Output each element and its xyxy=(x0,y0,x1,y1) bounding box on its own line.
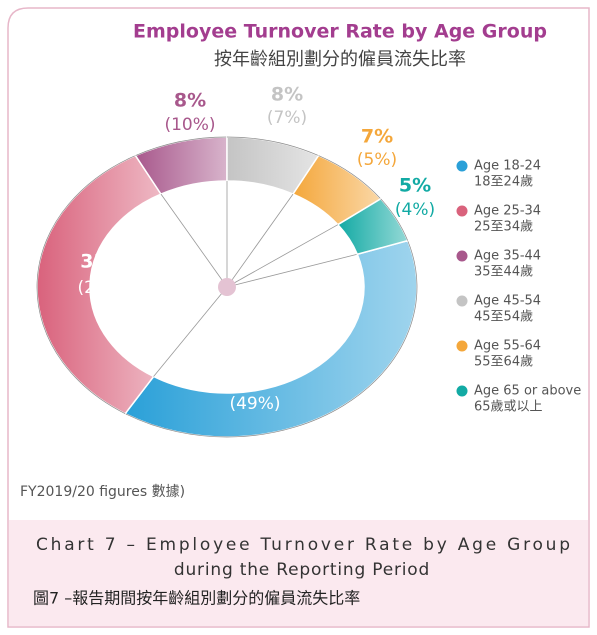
previous-label: (49%) xyxy=(229,394,280,414)
data-label: 5% xyxy=(399,175,431,197)
data-label: 8% xyxy=(174,90,206,112)
note: FY2019/20 figures 數據) xyxy=(20,484,185,500)
legend-label-zh: 55至64歲 xyxy=(474,355,533,370)
divider xyxy=(160,193,228,288)
caption-line: 圖7 –報告期間按年齡組別劃分的僱員流失比率 xyxy=(33,589,360,608)
slice-outline xyxy=(36,155,136,414)
legend-label: Age 55-64 xyxy=(474,339,541,354)
slice-outline xyxy=(318,155,381,200)
legend-marker xyxy=(456,340,468,352)
legend-marker xyxy=(456,250,468,262)
slice-outline xyxy=(380,198,409,241)
data-label: 8% xyxy=(271,84,303,106)
divider xyxy=(226,253,358,288)
previous-label: (4%) xyxy=(395,200,435,220)
frame xyxy=(7,7,590,628)
legend-label-zh: 18至24歲 xyxy=(474,175,533,190)
caption-box xyxy=(9,520,588,626)
legend-label: Age 18-24 xyxy=(474,159,541,174)
caption-line: during the Reporting Period xyxy=(174,560,430,580)
data-label: 39% xyxy=(232,367,277,389)
previous-label: (10%) xyxy=(164,115,215,135)
data-label: 33% xyxy=(80,251,125,273)
slice-outline xyxy=(135,136,228,156)
legend-label: Age 45-54 xyxy=(474,294,541,309)
legend-label-zh: 45至54歲 xyxy=(474,310,533,325)
previous-label: (5%) xyxy=(357,150,397,170)
center-dot xyxy=(218,278,236,296)
divider xyxy=(153,286,228,377)
legend-label: Age 65 or above xyxy=(474,384,581,399)
previous-label: (25%) xyxy=(77,278,128,298)
chart-title: Employee Turnover Rate by Age Group xyxy=(133,21,547,43)
legend-marker xyxy=(456,295,468,307)
slice-outline xyxy=(125,240,418,438)
chart-subtitle: 按年齡組別劃分的僱員流失比率 xyxy=(214,49,466,70)
legend-marker xyxy=(456,205,468,217)
legend-marker xyxy=(456,160,468,172)
caption-line: Chart 7 – Employee Turnover Rate by Age … xyxy=(36,535,570,555)
legend-label-zh: 25至34歲 xyxy=(474,220,533,235)
legend-label-zh: 35至44歲 xyxy=(474,265,533,280)
legend-label: Age 25-34 xyxy=(474,204,541,219)
divider xyxy=(226,224,339,288)
previous-label: (7%) xyxy=(267,108,307,128)
legend-marker xyxy=(456,385,468,397)
legend-label: Age 35-44 xyxy=(474,249,541,264)
data-label: 7% xyxy=(361,126,393,148)
divider xyxy=(226,193,294,288)
slice-outline xyxy=(226,136,319,156)
legend-label-zh: 65歲或以上 xyxy=(474,400,543,415)
